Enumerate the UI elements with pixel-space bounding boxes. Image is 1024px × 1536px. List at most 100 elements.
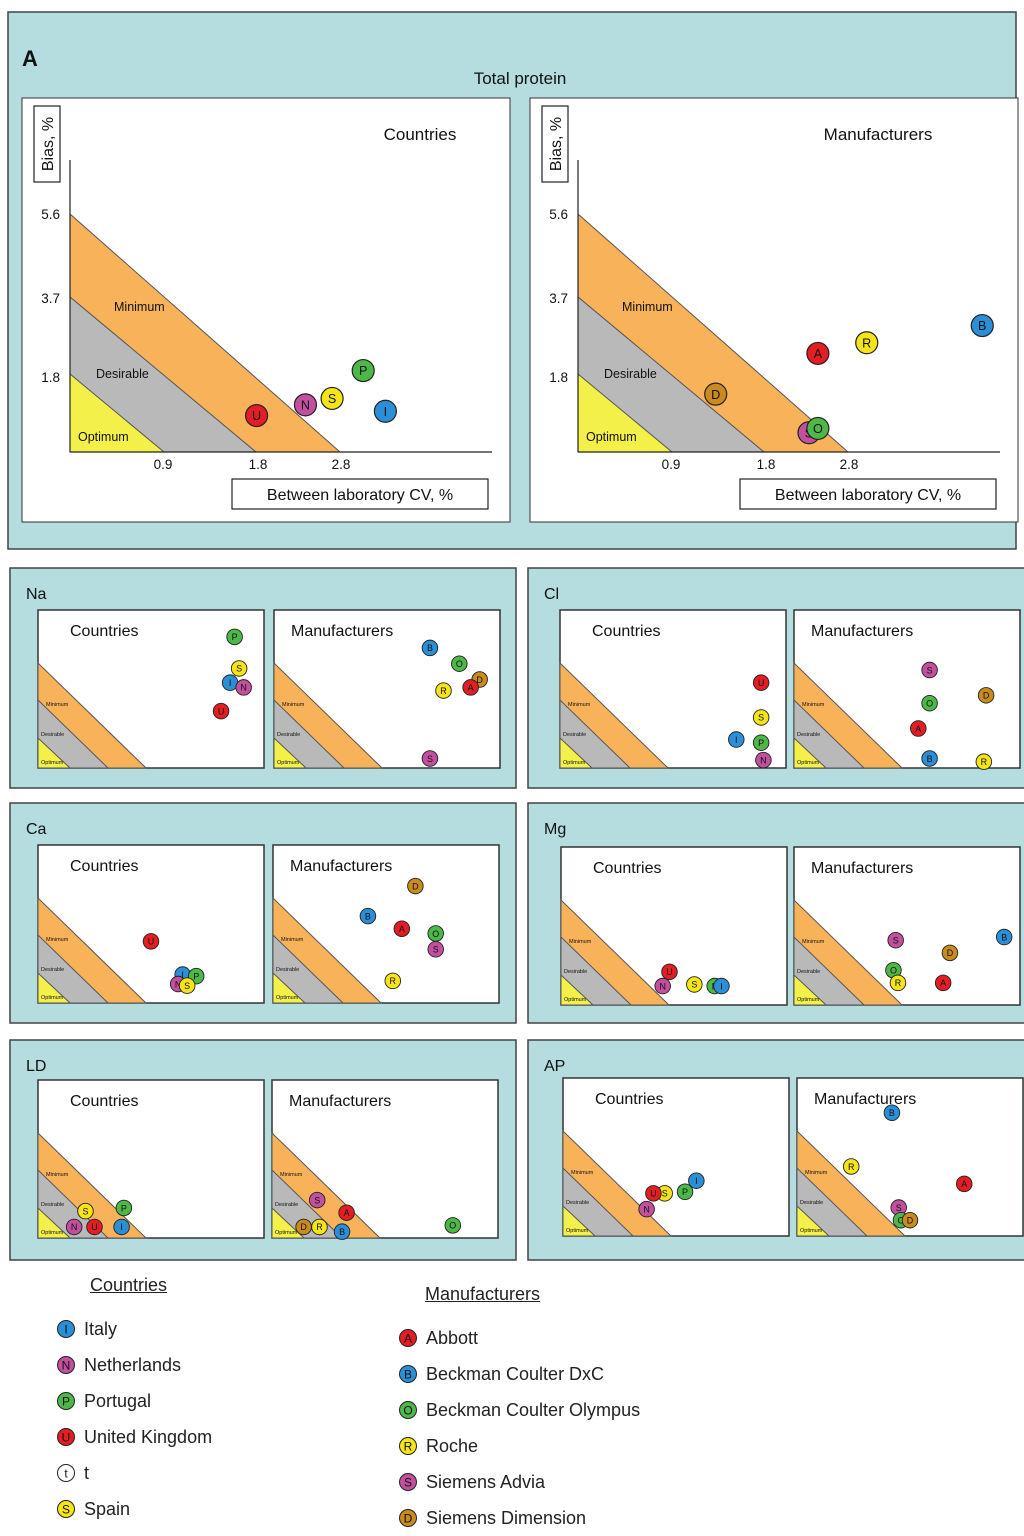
point-marker: [373, 399, 398, 423]
zone-label-minimum: Minimum: [571, 1170, 594, 1176]
point-label: S: [758, 713, 764, 723]
legend-marker-code: I: [64, 1323, 67, 1337]
zone-label-optimum: Optimum: [586, 430, 637, 444]
data-point-B: B: [421, 639, 439, 657]
panel-mg: MgMinimumDesirableOptimumCountriesUNSPIM…: [527, 802, 1024, 1024]
legend-marker-circle: [57, 1320, 75, 1338]
zone-label-desirable: Desirable: [800, 1200, 823, 1206]
mg-manufacturers-plot: Minimum Desirable Optimum Manufacturers B S D O…: [793, 846, 1021, 1006]
point-marker: [230, 660, 248, 677]
point-label: B: [889, 1108, 895, 1118]
legend-marker-code: t: [64, 1467, 68, 1481]
data-point-U: U: [142, 933, 160, 950]
legend-marker-circle: [399, 1365, 417, 1383]
plot-subtitle: Manufacturers: [289, 1093, 391, 1110]
legend-marker-circle: [399, 1329, 417, 1347]
data-point-O: O: [806, 416, 830, 441]
optimum-zone: [560, 973, 595, 1006]
point-marker: [728, 731, 745, 748]
data-point-A: A: [910, 720, 927, 737]
legend-item-country: N Netherlands: [56, 1347, 212, 1383]
point-marker: [752, 709, 770, 726]
point-marker: [86, 1218, 103, 1236]
zone-label-desirable: Desirable: [564, 969, 587, 975]
point-label: N: [71, 1222, 77, 1232]
plot-subtitle: Manufacturers: [290, 858, 392, 875]
data-point-N: N: [755, 751, 772, 769]
data-point-S: S: [921, 661, 938, 679]
desirable-zone: [562, 1166, 635, 1237]
legend-label: Beckman Coulter DxC: [426, 1363, 605, 1384]
legend-marker: D: [399, 1509, 417, 1527]
data-point-S: S: [421, 750, 439, 767]
point-label: A: [468, 683, 474, 693]
desirable-zone: [559, 698, 632, 769]
point-label: R: [316, 1222, 323, 1232]
point-label: B: [339, 1227, 345, 1237]
point-marker: [421, 750, 439, 767]
data-point-U: U: [661, 963, 678, 981]
point-marker: [77, 1202, 94, 1220]
data-point-S: S: [752, 709, 770, 726]
plot-subtitle: Manufacturers: [811, 860, 913, 877]
data-point-P: P: [351, 358, 375, 383]
data-point-O: O: [444, 1217, 462, 1234]
na-countries-plot: Minimum Desirable Optimum Countries P SI N U: [37, 609, 265, 769]
optimum-zone: [793, 736, 828, 769]
data-point-S: S: [427, 941, 444, 958]
point-label: N: [760, 755, 766, 765]
point-label: I: [735, 735, 738, 745]
zone-label-optimum: Optimum: [41, 760, 64, 766]
data-point-B: B: [883, 1104, 901, 1122]
optimum-zone: [559, 736, 594, 769]
legend-item-manufacturer: B Beckman Coulter DxC: [398, 1356, 640, 1392]
zone-label-desirable: Desirable: [96, 367, 149, 381]
legend-marker-code: S: [404, 1476, 412, 1490]
point-marker: [975, 753, 993, 770]
point-label: D: [300, 1222, 307, 1232]
zone-label-optimum: Optimum: [276, 995, 299, 1001]
legend-countries: Countries I Italy N Netherlands P Portugal U Un…: [56, 1275, 212, 1527]
zone-label-optimum: Optimum: [563, 760, 586, 766]
legend-label: Netherlands: [84, 1354, 182, 1375]
cl-countries-plot: Minimum Desirable Optimum Countries U S I PN: [559, 609, 787, 769]
data-point-S: S: [320, 386, 344, 411]
plot-frame: [562, 1077, 790, 1237]
x-axis-label: Between laboratory CV, %: [775, 487, 961, 504]
zone-label-optimum: Optimum: [564, 997, 587, 1003]
point-marker: [654, 977, 671, 995]
plot-subtitle: Countries: [595, 1091, 663, 1108]
zone-label-minimum: Minimum: [282, 702, 305, 708]
point-label: N: [301, 398, 310, 412]
zone-label-minimum: Minimum: [805, 1170, 828, 1176]
point-label: B: [365, 911, 371, 921]
point-label: S: [314, 1195, 320, 1205]
point-marker: [235, 679, 252, 696]
data-point-I: I: [713, 977, 730, 995]
point-label: N: [643, 1204, 649, 1214]
point-label: D: [711, 388, 720, 402]
point-label: A: [814, 347, 823, 361]
data-point-A: A: [393, 920, 411, 937]
legend-marker-code: R: [404, 1440, 413, 1454]
legend-marker-code: P: [62, 1395, 70, 1409]
data-point-P: P: [115, 1199, 133, 1217]
data-point-N: N: [638, 1200, 655, 1218]
panel-title: Na: [26, 586, 47, 603]
panel-title: Ca: [26, 821, 47, 838]
zone-label-minimum: Minimum: [46, 937, 69, 943]
ca-manufacturers-plot: Minimum Desirable Optimum Manufacturers D B A O…: [272, 844, 500, 1004]
zone-label-desirable: Desirable: [604, 367, 657, 381]
legend-marker-circle: [57, 1428, 75, 1446]
point-marker: [645, 1185, 662, 1202]
legend-label: Beckman Coulter Olympus: [426, 1399, 641, 1420]
panel-title: LD: [26, 1058, 46, 1075]
data-point-N: N: [654, 977, 671, 995]
point-marker: [955, 1175, 973, 1193]
data-point-O: O: [451, 655, 468, 672]
x-tick-label: 1.8: [249, 457, 268, 472]
data-point-S: S: [230, 660, 248, 677]
point-label: O: [813, 422, 823, 436]
